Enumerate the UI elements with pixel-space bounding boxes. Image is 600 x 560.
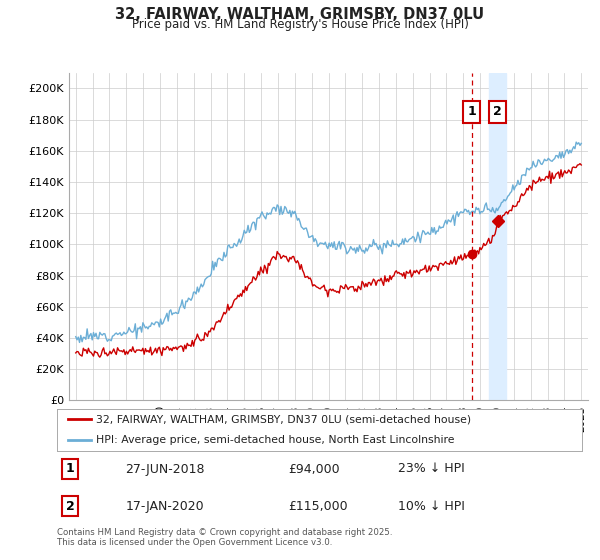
Text: 1: 1 bbox=[467, 105, 476, 118]
Text: Price paid vs. HM Land Registry's House Price Index (HPI): Price paid vs. HM Land Registry's House … bbox=[131, 18, 469, 31]
Text: Contains HM Land Registry data © Crown copyright and database right 2025.
This d: Contains HM Land Registry data © Crown c… bbox=[57, 528, 392, 547]
Text: 10% ↓ HPI: 10% ↓ HPI bbox=[398, 500, 465, 512]
Text: 2: 2 bbox=[493, 105, 502, 118]
Text: 32, FAIRWAY, WALTHAM, GRIMSBY, DN37 0LU: 32, FAIRWAY, WALTHAM, GRIMSBY, DN37 0LU bbox=[115, 7, 485, 22]
Text: 1: 1 bbox=[66, 463, 74, 475]
Text: £115,000: £115,000 bbox=[288, 500, 347, 512]
Text: £94,000: £94,000 bbox=[288, 463, 340, 475]
Bar bbox=[489, 73, 506, 400]
Text: 2: 2 bbox=[66, 500, 74, 512]
Text: 23% ↓ HPI: 23% ↓ HPI bbox=[398, 463, 465, 475]
Text: 17-JAN-2020: 17-JAN-2020 bbox=[125, 500, 204, 512]
Text: 32, FAIRWAY, WALTHAM, GRIMSBY, DN37 0LU (semi-detached house): 32, FAIRWAY, WALTHAM, GRIMSBY, DN37 0LU … bbox=[97, 414, 472, 424]
Text: HPI: Average price, semi-detached house, North East Lincolnshire: HPI: Average price, semi-detached house,… bbox=[97, 435, 455, 445]
Text: 27-JUN-2018: 27-JUN-2018 bbox=[125, 463, 205, 475]
